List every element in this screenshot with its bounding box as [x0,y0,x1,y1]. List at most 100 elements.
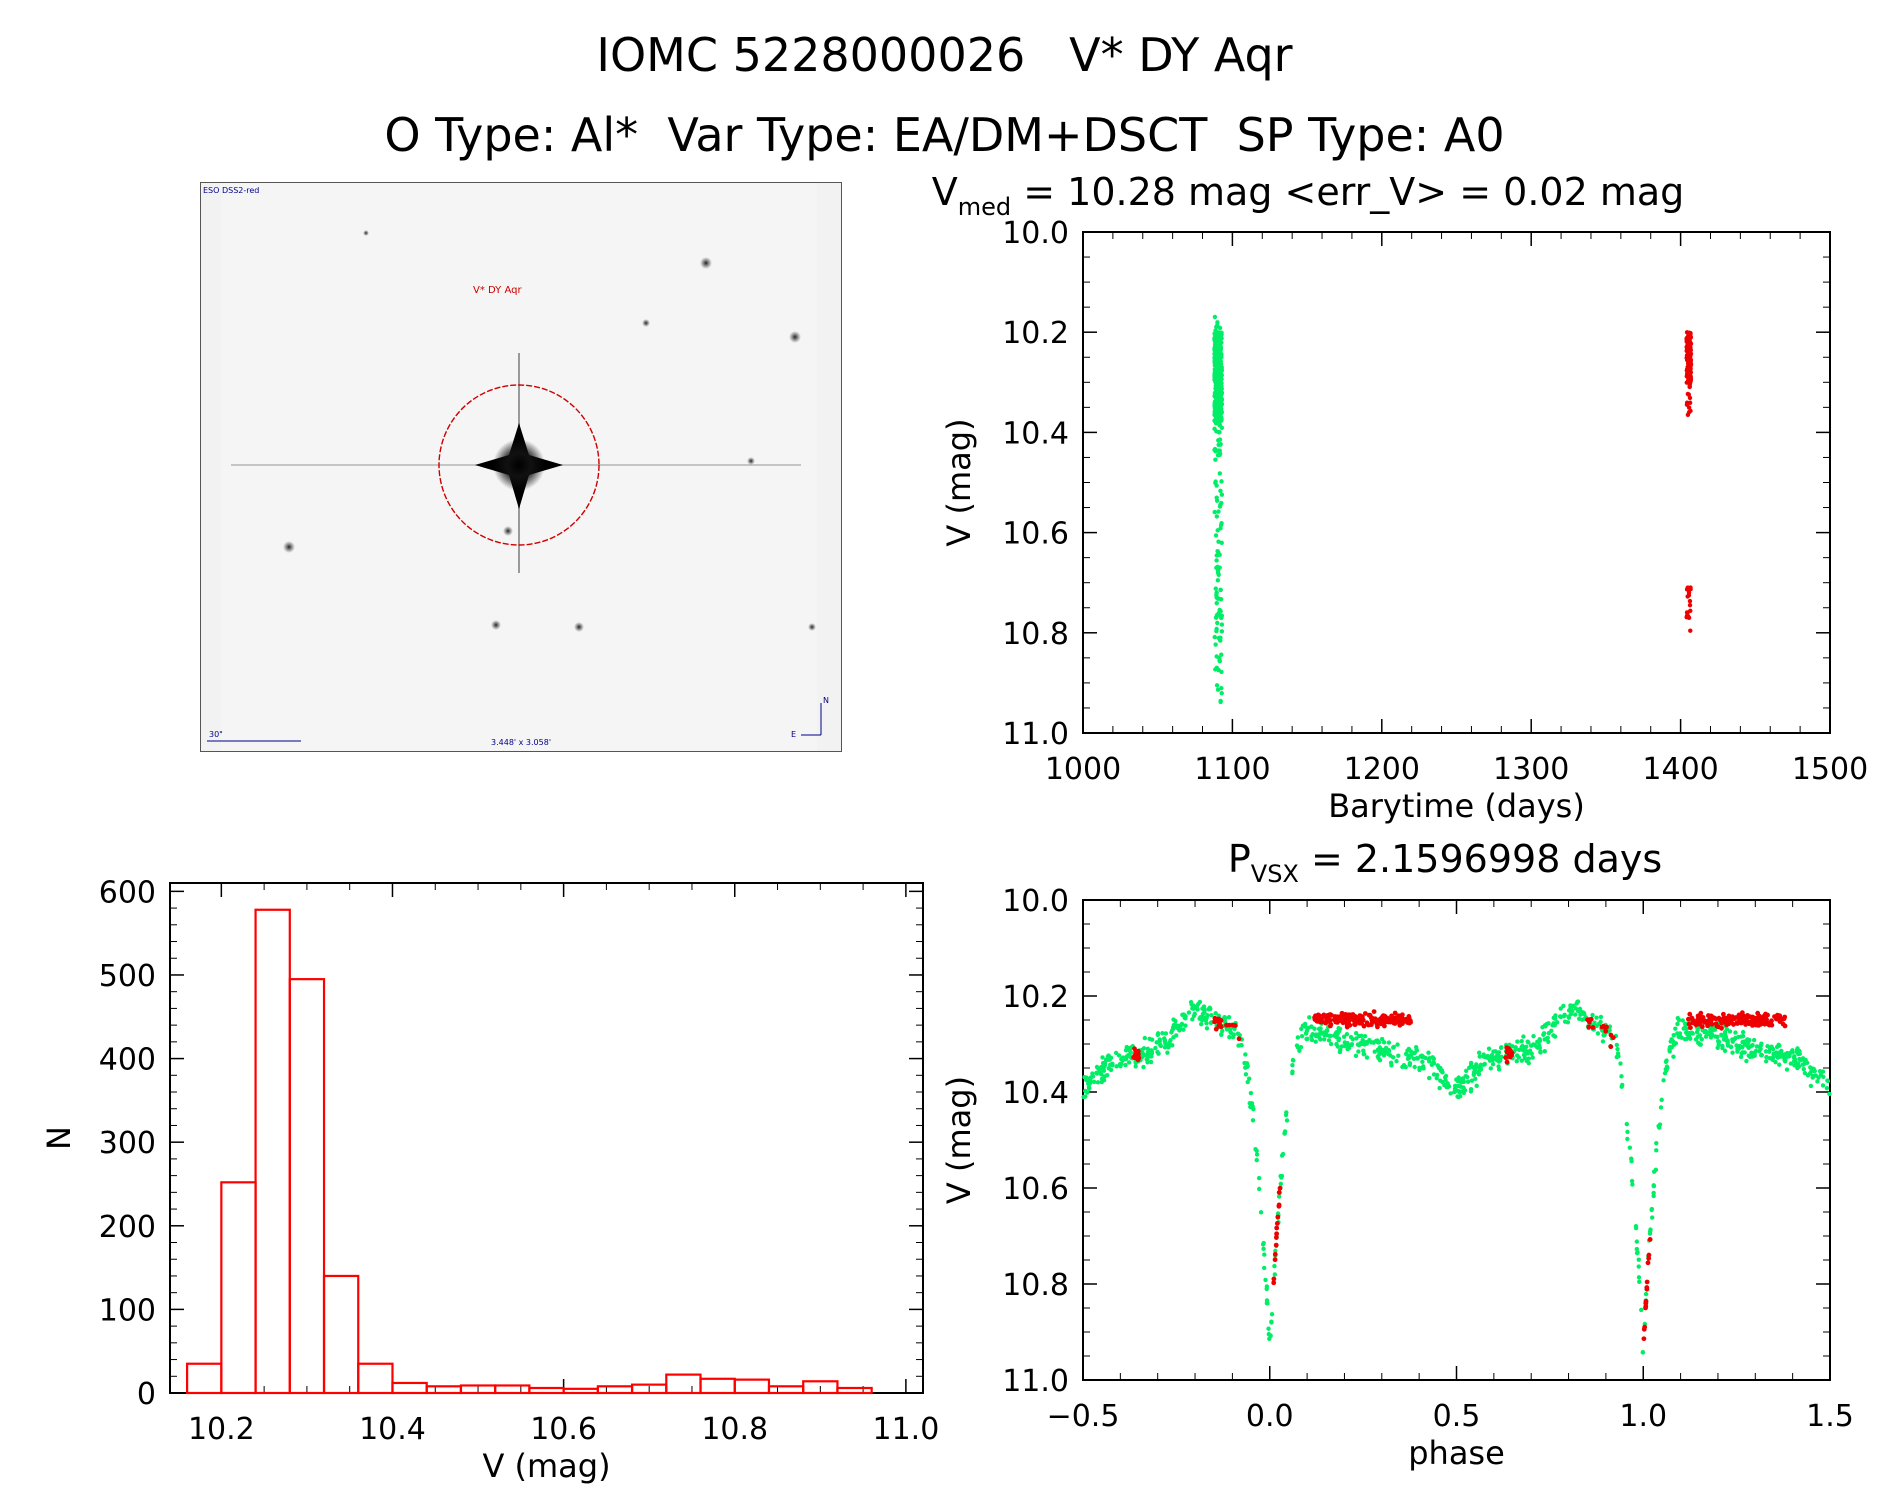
data-point-ground [1707,1030,1713,1035]
data-point-ground [1217,658,1222,664]
data-point-ground [1753,1048,1759,1054]
data-point-space [1272,1251,1278,1257]
data-point-ground [1671,1033,1676,1038]
x-axis-label: Barytime (days) [1328,787,1585,825]
data-point-ground [1212,405,1218,411]
data-point-ground [1463,1073,1468,1079]
data-point-space [1726,1013,1732,1019]
data-point-ground [1214,558,1219,563]
data-point-ground [1377,1057,1383,1063]
data-point-ground [1212,634,1217,640]
data-point-ground [1538,1049,1543,1054]
data-point-space [1360,1017,1366,1023]
data-point-space [1366,1022,1371,1028]
data-point-space [1685,594,1690,599]
y-tick-label: 200 [99,1210,156,1245]
data-point-ground [1344,1031,1350,1037]
y-tick-label: 10.6 [1002,1172,1069,1207]
data-point-ground [1637,1279,1642,1285]
data-point-space [1361,1023,1367,1029]
data-point-space [1212,1015,1218,1021]
data-point-ground [1795,1046,1800,1051]
data-point-ground [1192,1011,1197,1017]
data-point-ground [1318,1029,1323,1035]
field-star [642,319,650,327]
data-point-ground [1600,1039,1606,1044]
data-point-space [1644,1279,1650,1285]
north-label: N [823,696,829,705]
data-point-ground [1526,1040,1531,1045]
data-point-ground [1542,1049,1548,1054]
data-point-ground [1825,1078,1831,1084]
data-point-ground [1805,1073,1811,1078]
finder-chart: ESO DSS2-red V* DY Aqr 30" 3.448' x 3.05… [200,182,842,752]
data-point-ground [1630,1182,1635,1187]
data-point-space [1274,1225,1280,1231]
data-point-ground [1801,1062,1807,1067]
data-point-ground [1727,1029,1733,1034]
data-point-ground [1100,1055,1105,1060]
data-point-ground [1633,1224,1639,1229]
data-point-space [1685,1016,1691,1022]
data-point-ground [1697,1033,1703,1038]
data-point-ground [1278,1181,1284,1187]
data-point-ground [1551,1021,1556,1026]
data-point-ground [1420,1064,1426,1069]
data-point-ground [1303,1031,1309,1036]
data-point-ground [1820,1083,1826,1088]
data-point-ground [1353,1053,1359,1059]
data-point-ground [1513,1045,1518,1050]
data-point-space [1687,357,1692,363]
data-point-ground [1461,1079,1466,1085]
data-point-space [1762,1021,1768,1027]
data-point-ground [1243,1065,1248,1070]
data-point-ground [1256,1175,1262,1181]
data-point-space [1686,373,1691,378]
data-point-ground [1258,1210,1264,1215]
data-point-ground [1590,1012,1595,1018]
y-tick-label: 11.0 [1002,717,1069,752]
data-point-space [1590,1025,1596,1030]
data-point-ground [1215,687,1221,692]
data-point-ground [1540,1024,1545,1030]
data-point-ground [1486,1046,1492,1051]
data-point-ground [1562,1019,1568,1024]
data-point-ground [1218,347,1223,352]
data-point-ground [1434,1076,1439,1081]
data-point-ground [1716,1042,1721,1047]
data-point-ground [1228,1029,1233,1034]
data-point-ground [1324,1028,1330,1033]
data-point-ground [1407,1060,1413,1066]
data-point-ground [1634,1246,1640,1252]
data-point-ground [1619,1084,1624,1089]
histogram-bar [699,1377,736,1395]
histogram-bar [733,1378,771,1395]
x-tick-label: 1100 [1194,752,1270,787]
data-point-ground [1219,622,1225,627]
data-point-ground [1214,565,1219,571]
data-point-ground [1243,1052,1248,1057]
data-point-ground [1215,578,1221,583]
data-point-ground [1360,1037,1365,1043]
data-point-ground [1478,1064,1483,1070]
data-point-ground [1427,1055,1432,1061]
data-point-ground [1250,1105,1255,1110]
data-point-space [1705,1013,1711,1018]
data-point-space [1687,395,1693,401]
data-point-ground [1199,1021,1204,1027]
data-point-ground [1744,1058,1749,1064]
data-point-ground [1466,1065,1472,1070]
data-point-ground [1643,1291,1649,1297]
data-point-space [1687,382,1692,387]
data-point-ground [1375,1038,1380,1043]
data-point-space [1399,1012,1405,1018]
data-point-ground [1751,1037,1757,1043]
data-point-ground [1123,1062,1128,1068]
histogram-bar [836,1386,873,1395]
data-point-ground [1452,1083,1458,1089]
data-point-ground [1557,1014,1563,1019]
data-point-ground [1546,1039,1551,1045]
fov-label: 3.448' x 3.058' [491,738,551,747]
data-point-ground [1798,1058,1803,1063]
data-point-ground [1656,1123,1661,1129]
